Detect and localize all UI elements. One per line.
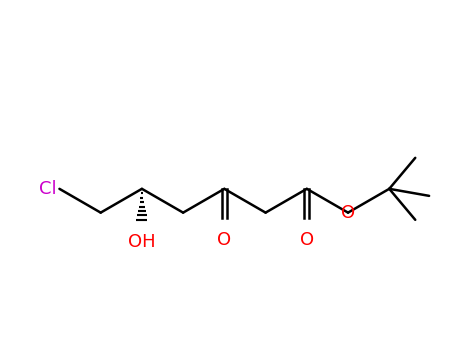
Text: O: O (300, 231, 314, 249)
Text: O: O (217, 231, 232, 249)
Text: O: O (341, 204, 355, 222)
Text: Cl: Cl (39, 180, 57, 198)
Text: OH: OH (128, 233, 156, 251)
